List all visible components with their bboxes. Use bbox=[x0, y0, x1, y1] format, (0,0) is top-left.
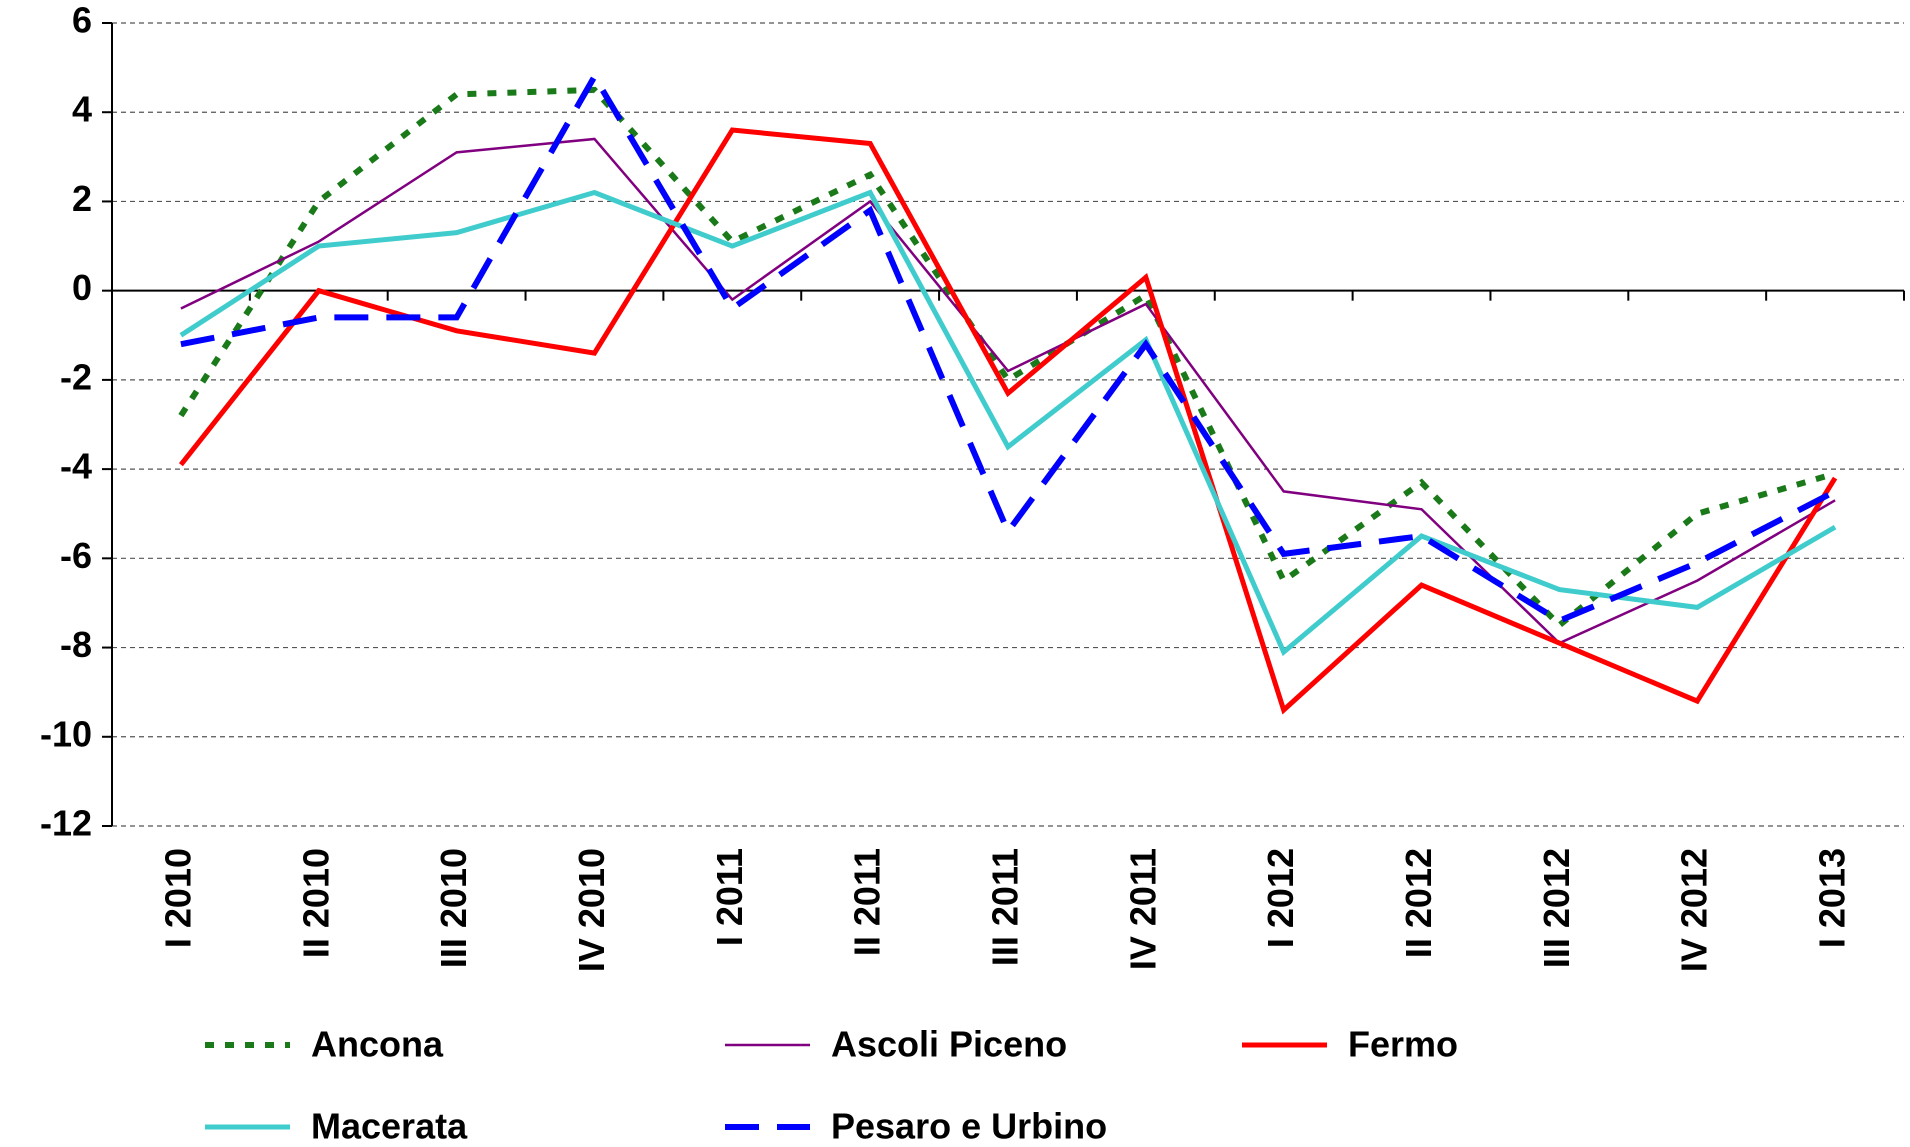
legend-label: Pesaro e Urbino bbox=[831, 1106, 1107, 1147]
series-line bbox=[180, 70, 1837, 625]
y-tick-label: -10 bbox=[40, 713, 92, 754]
x-tick-label: II 2011 bbox=[847, 848, 888, 956]
y-tick-label: -8 bbox=[60, 624, 92, 665]
x-tick-label: I 2013 bbox=[1812, 848, 1853, 948]
x-tick-label: II 2010 bbox=[295, 848, 336, 958]
x-tick-label: II 2012 bbox=[1398, 848, 1439, 958]
legend-label: Fermo bbox=[1348, 1024, 1458, 1065]
series-line bbox=[179, 189, 1837, 657]
x-tick-label: I 2012 bbox=[1260, 848, 1301, 948]
legend-label: Ascoli Piceno bbox=[831, 1024, 1067, 1065]
legend-label: Macerata bbox=[311, 1106, 468, 1147]
y-tick-label: 2 bbox=[72, 178, 92, 219]
y-tick-label: -6 bbox=[60, 535, 92, 576]
x-tick-label: IV 2012 bbox=[1674, 848, 1715, 972]
legend-label: Ancona bbox=[311, 1024, 444, 1065]
series-line bbox=[178, 127, 1838, 715]
y-tick-label: 0 bbox=[72, 267, 92, 308]
x-tick-label: I 2011 bbox=[709, 848, 750, 946]
x-tick-label: III 2011 bbox=[985, 848, 1026, 966]
y-tick-label: -4 bbox=[60, 446, 92, 487]
y-tick-label: 4 bbox=[72, 89, 92, 130]
y-tick-label: -12 bbox=[40, 803, 92, 844]
x-tick-label: III 2010 bbox=[433, 848, 474, 968]
y-tick-label: 6 bbox=[72, 0, 92, 41]
y-tick-label: -2 bbox=[60, 356, 92, 397]
x-tick-label: I 2010 bbox=[157, 848, 198, 948]
x-tick-label: III 2012 bbox=[1536, 848, 1577, 968]
x-tick-label: IV 2010 bbox=[571, 848, 612, 972]
x-tick-label: IV 2011 bbox=[1122, 848, 1163, 970]
